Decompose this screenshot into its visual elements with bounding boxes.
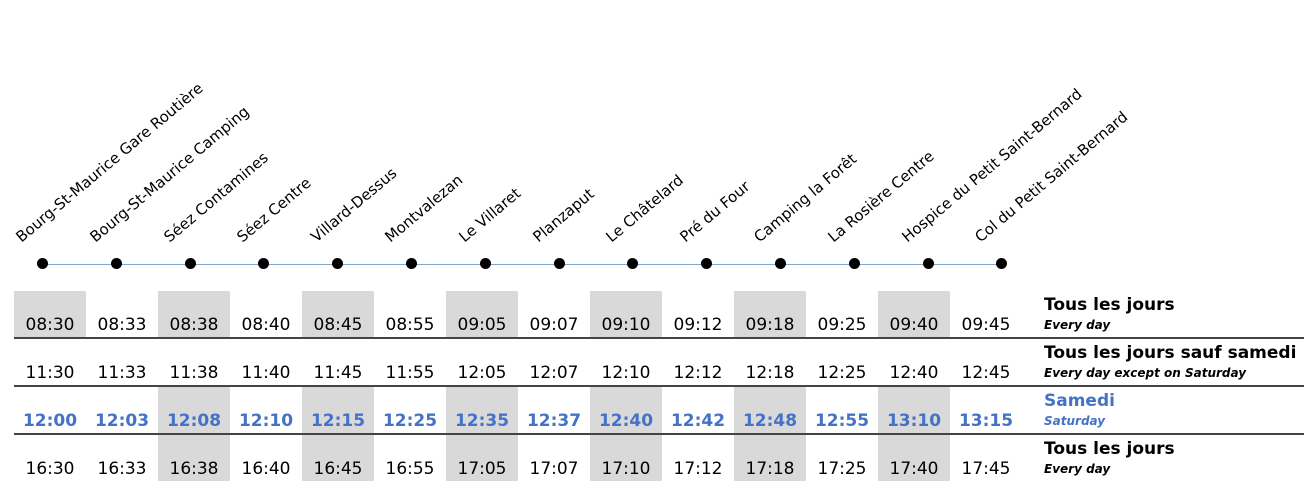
service-days: Tous les jours Every day [1044, 439, 1313, 477]
time-cell: 17:45 [961, 459, 1011, 479]
trip-row: 08:30 08:33 08:38 08:40 08:45 08:55 09:0… [14, 291, 1304, 337]
stop-dot [479, 258, 491, 269]
time-cell: 12:40 [590, 387, 662, 433]
time-cell: 12:00 [22, 411, 78, 431]
time-cell: 12:03 [94, 411, 150, 431]
time-cell: 08:55 [385, 315, 435, 335]
time-cell: 16:30 [25, 459, 75, 479]
time-cell: 12:07 [529, 363, 579, 383]
route-line [42, 264, 1002, 265]
time-cell: 13:15 [958, 411, 1014, 431]
service-days-en: Every day [1044, 462, 1111, 476]
time-cell: 12:37 [526, 411, 582, 431]
time-cell: 12:12 [673, 363, 723, 383]
trip-row: 11:30 11:33 11:38 11:40 11:45 11:55 12:0… [14, 337, 1304, 385]
service-days: Samedi Saturday [1044, 391, 1313, 429]
time-cell: 09:07 [529, 315, 579, 335]
time-cell: 08:40 [241, 315, 291, 335]
stop-label: Pré du Four [676, 177, 754, 246]
stop-dot [332, 258, 344, 269]
time-cell: 12:05 [457, 363, 507, 383]
stop-dot [406, 258, 417, 269]
service-days-en: Saturday [1044, 414, 1106, 428]
time-cell: 09:18 [734, 291, 806, 337]
timetable: 08:30 08:33 08:38 08:40 08:45 08:55 09:0… [14, 291, 1304, 481]
stop-dot [553, 258, 565, 269]
time-cell: 17:40 [878, 435, 950, 481]
time-cell: 12:25 [817, 363, 867, 383]
time-cell: 11:55 [385, 363, 435, 383]
time-cell: 12:08 [158, 387, 230, 433]
time-cell: 11:38 [169, 363, 219, 383]
time-cell: 16:33 [97, 459, 147, 479]
service-days-fr: Tous les jours sauf samedi [1044, 343, 1297, 363]
service-days-fr: Tous les jours [1044, 439, 1175, 459]
time-cell: 16:45 [302, 435, 374, 481]
time-cell: 12:25 [382, 411, 438, 431]
time-cell: 12:45 [961, 363, 1011, 383]
stop-dot [627, 258, 639, 269]
time-cell: 09:45 [961, 315, 1011, 335]
time-cell: 09:12 [673, 315, 723, 335]
stop-dot [258, 258, 270, 269]
time-cell: 11:33 [97, 363, 147, 383]
time-cell: 09:10 [590, 291, 662, 337]
service-days: Tous les jours Every day [1044, 295, 1313, 333]
service-days-fr: Samedi [1044, 391, 1115, 411]
time-cell: 12:10 [238, 411, 294, 431]
time-cell: 17:05 [446, 435, 518, 481]
trip-row: 12:00 12:03 12:08 12:10 12:15 12:25 12:3… [14, 385, 1304, 433]
time-cell: 17:18 [734, 435, 806, 481]
stop-label: Col du Petit Saint-Bernard [971, 107, 1132, 247]
stop-label: Le Châtelard [602, 171, 688, 246]
time-cell: 12:48 [734, 387, 806, 433]
stop-label: Planzaput [529, 184, 598, 246]
service-days-en: Every day except on Saturday [1044, 366, 1247, 380]
time-cell: 08:38 [158, 291, 230, 337]
time-cell: 17:25 [817, 459, 867, 479]
time-cell: 08:30 [14, 291, 86, 337]
time-cell: 12:18 [745, 363, 795, 383]
time-cell: 17:10 [590, 435, 662, 481]
time-cell: 12:55 [814, 411, 870, 431]
time-cell: 11:40 [241, 363, 291, 383]
time-cell: 12:42 [670, 411, 726, 431]
time-cell: 08:45 [302, 291, 374, 337]
time-cell: 11:30 [25, 363, 75, 383]
time-cell: 16:40 [241, 459, 291, 479]
time-cell: 09:40 [878, 291, 950, 337]
time-cell: 11:45 [313, 363, 363, 383]
time-cell: 16:55 [385, 459, 435, 479]
time-cell: 12:10 [601, 363, 651, 383]
service-days: Tous les jours sauf samedi Every day exc… [1044, 343, 1313, 381]
time-cell: 17:12 [673, 459, 723, 479]
time-cell: 08:33 [97, 315, 147, 335]
stop-dot [184, 258, 196, 269]
stop-header: Bourg-St-Maurice Gare Routière Bourg-St-M… [12, 79, 1132, 269]
service-days-en: Every day [1044, 318, 1111, 332]
stop-dot [996, 258, 1008, 269]
stop-label: Séez Centre [233, 173, 315, 246]
stop-dot [848, 258, 860, 269]
time-cell: 09:25 [817, 315, 867, 335]
time-cell: 12:40 [889, 363, 939, 383]
time-cell: 13:10 [878, 387, 950, 433]
time-cell: 12:35 [446, 387, 518, 433]
trip-row: 16:30 16:33 16:38 16:40 16:45 16:55 17:0… [14, 433, 1304, 481]
stop-dot [922, 258, 934, 269]
stop-dot [775, 258, 786, 269]
stop-dot [37, 258, 48, 269]
time-cell: 09:05 [446, 291, 518, 337]
time-cell: 12:15 [302, 387, 374, 433]
service-days-fr: Tous les jours [1044, 295, 1175, 315]
time-cell: 17:07 [529, 459, 579, 479]
stop-dot [110, 258, 122, 269]
time-cell: 16:38 [158, 435, 230, 481]
stop-dot [701, 258, 713, 269]
stop-label: Le Villaret [455, 184, 524, 246]
